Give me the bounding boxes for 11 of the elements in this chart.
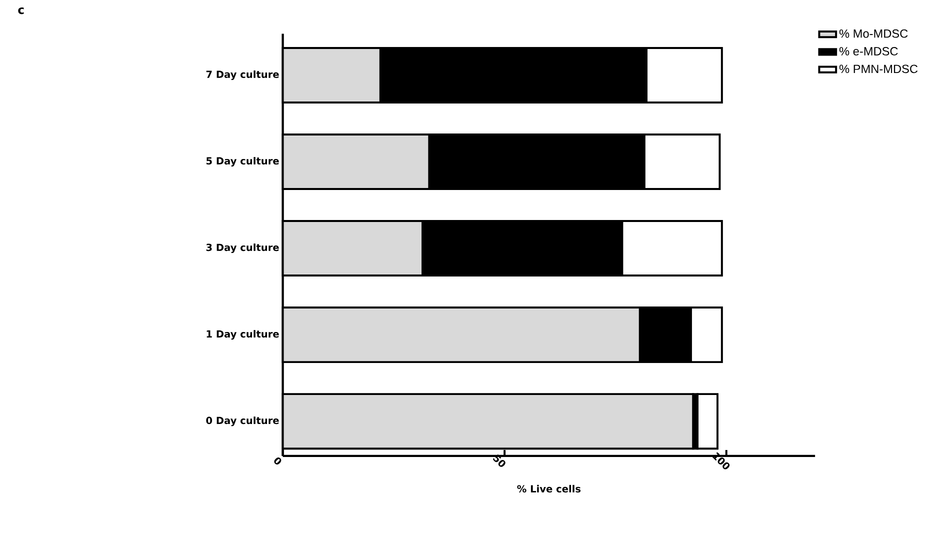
x-axis-title: % Live cells [517,484,581,492]
y-tick-label: 0 Day culture [206,416,279,426]
legend-label: % PMN-MDSC [839,64,918,74]
y-tick-label: 1 Day culture [206,330,279,340]
x-tick-label: 0 [274,457,282,464]
text: c [18,7,24,14]
legend-label: % Mo-MDSC [839,29,908,38]
y-tick-label: 7 Day culture [206,70,279,80]
y-tick-label: 5 Day culture [206,156,279,166]
y-tick-label: 3 Day culture [206,243,279,253]
legend-label: % e-MDSC [839,46,898,56]
